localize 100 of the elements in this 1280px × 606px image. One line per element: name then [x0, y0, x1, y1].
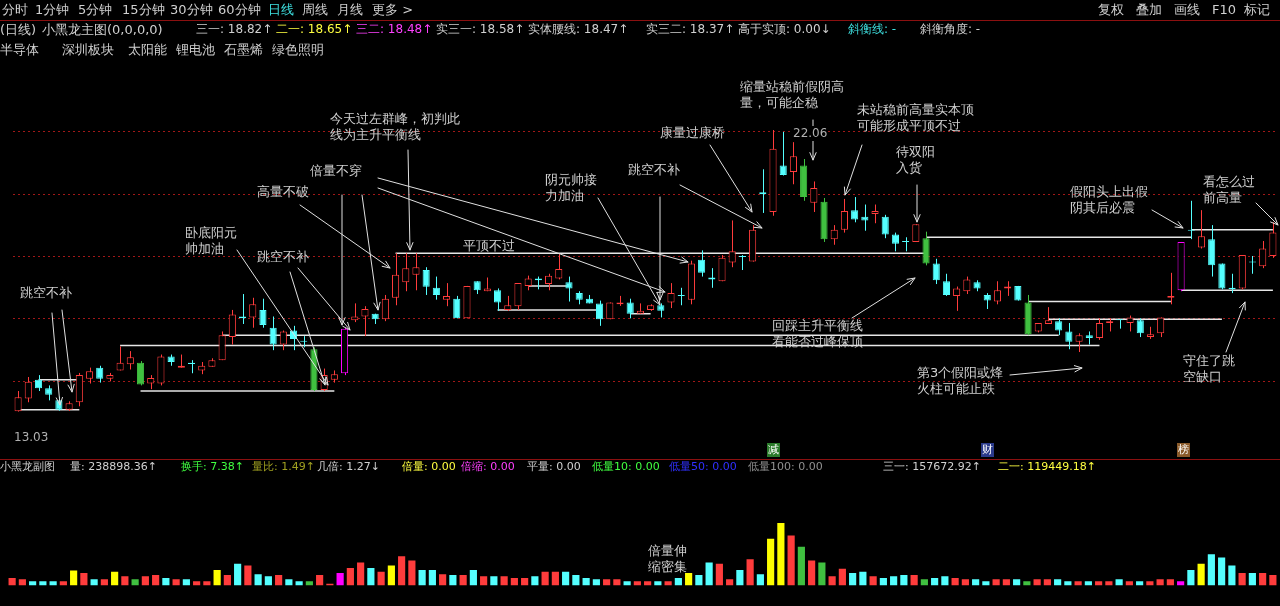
text: 日线 [268, 2, 294, 18]
bar [39, 581, 47, 586]
text: 三一: 18.82↑ [196, 22, 273, 37]
bar [336, 573, 344, 586]
bar [1218, 557, 1226, 586]
bar [1228, 565, 1236, 586]
candlestick [351, 302, 359, 323]
candlestick [1259, 240, 1267, 269]
bar [592, 579, 600, 586]
bar [910, 574, 918, 586]
text: 分时 [2, 2, 28, 18]
bar [203, 581, 211, 586]
bar [633, 581, 641, 586]
bar [264, 576, 272, 586]
bar [141, 576, 149, 586]
candlestick [830, 224, 838, 246]
candlestick [922, 231, 930, 266]
bar [623, 581, 631, 586]
bar [1074, 581, 1082, 586]
text: 绿色照明 [272, 42, 324, 58]
bar [531, 576, 539, 586]
bar [920, 579, 928, 586]
bar [100, 579, 108, 586]
bar [316, 574, 324, 586]
text: 5分钟 [78, 2, 113, 18]
candlestick [24, 376, 32, 403]
annotation: 阴元帅接力加油 [545, 172, 598, 204]
candlestick [810, 180, 818, 213]
annotation: 未站稳前高量实本顶可能形成平顶不过 [857, 102, 975, 134]
annotation: 第3个假阳或烽火柱可能止跌 [917, 365, 1005, 397]
candlestick [667, 282, 675, 309]
bar [428, 569, 436, 586]
candlestick [779, 131, 787, 177]
text: 量: 238898.36↑ [70, 460, 157, 474]
candlestick [728, 219, 736, 268]
text: 低量100: 0.00 [748, 460, 823, 474]
bar [152, 574, 160, 586]
text: 画线 [1174, 2, 1200, 18]
text: 叠加 [1136, 2, 1162, 18]
bar [510, 578, 518, 586]
candlestick [259, 298, 267, 329]
bar [346, 568, 354, 586]
annotation: 卧底阳元帅加油 [185, 225, 238, 257]
bar [1248, 573, 1256, 586]
bar [1166, 579, 1174, 586]
candlestick [249, 297, 257, 329]
text: 斜衡线: - [848, 22, 897, 37]
bar [828, 576, 836, 586]
candlestick [718, 254, 726, 282]
bar [982, 581, 990, 586]
bar [121, 576, 129, 586]
annotation: 跳空不补 [257, 249, 309, 265]
bar [726, 579, 734, 586]
candlestick [432, 276, 440, 301]
bar [808, 560, 816, 586]
bar [541, 571, 549, 586]
text: 倍量: 0.00 [402, 460, 456, 474]
bar [295, 581, 303, 586]
bar [613, 579, 621, 586]
bar [193, 581, 201, 586]
bar [849, 573, 857, 586]
candlestick [1136, 317, 1144, 338]
text: 实三一: 18.58↑ [436, 22, 525, 37]
text: 二一: 18.65↑ [276, 22, 353, 37]
annotation: 待双阳入货 [896, 144, 936, 176]
text: 量比: 1.49↑ [252, 460, 315, 474]
text: 二一: 119449.18↑ [998, 460, 1096, 474]
bar [562, 571, 570, 586]
annotation: 22.06 [792, 126, 829, 141]
candlestick [953, 286, 961, 312]
bar [275, 574, 283, 586]
candlestick [218, 330, 226, 361]
bar [869, 576, 877, 586]
candlestick [942, 273, 951, 297]
bar [674, 578, 682, 586]
candlestick [391, 252, 400, 306]
bar [182, 579, 190, 586]
text: 倍缩: 0.00 [461, 460, 515, 474]
bar [1269, 574, 1277, 586]
text: 锂电池 [176, 42, 215, 58]
annotation: 倍量伸缩密集 [648, 543, 688, 575]
bar [70, 570, 78, 586]
bar [551, 571, 559, 586]
bar [1125, 581, 1133, 586]
candlestick [126, 350, 134, 370]
bar [951, 578, 959, 586]
bar [1197, 563, 1205, 586]
text: 复权 [1098, 2, 1124, 18]
text: 斜衡角度: - [920, 22, 981, 37]
bar [480, 576, 488, 586]
chart-title: (日线) [0, 22, 37, 38]
bar [1156, 579, 1164, 586]
bar [756, 574, 764, 586]
bar [459, 574, 467, 586]
candlestick [871, 204, 879, 224]
candlestick [840, 198, 848, 234]
bar [931, 578, 939, 586]
bar [111, 571, 119, 586]
bar [900, 574, 908, 586]
text: 13.03 [14, 430, 49, 445]
